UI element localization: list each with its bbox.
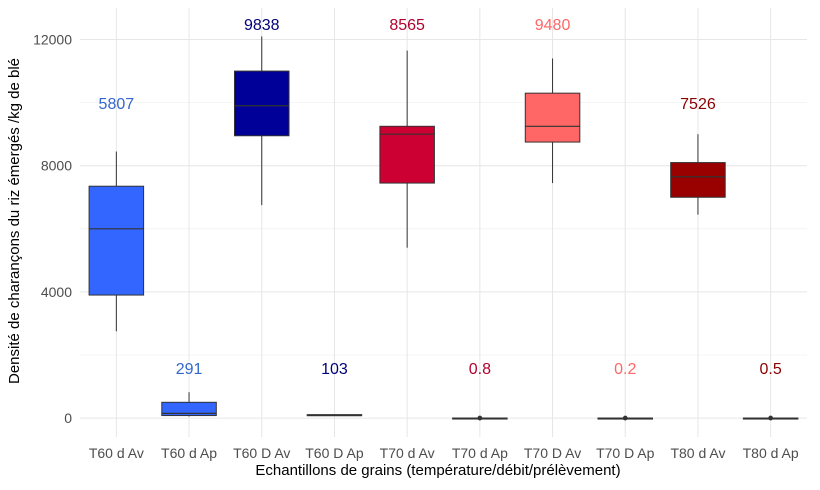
mean-label: 5807 xyxy=(99,96,135,113)
box-t60-d-ap xyxy=(161,392,217,417)
mean-label: 8565 xyxy=(389,17,425,34)
box-t60-d-av xyxy=(88,151,145,332)
x-axis-title: Echantillons de grains (température/débi… xyxy=(255,462,620,479)
box-t70-d-ap xyxy=(452,415,508,421)
box-t60-d-ap xyxy=(306,414,363,417)
box-iqr xyxy=(524,92,581,143)
x-tick-label: T70 D Ap xyxy=(596,445,655,461)
mean-label: 9838 xyxy=(244,17,280,34)
y-tick-label: 12000 xyxy=(33,32,72,48)
box-iqr xyxy=(233,70,290,137)
x-tick-label: T70 d Ap xyxy=(452,445,508,461)
y-tick-label: 8000 xyxy=(41,158,72,174)
mean-label: 7526 xyxy=(680,96,716,113)
box-iqr xyxy=(670,162,726,198)
box-t80-d-av xyxy=(670,134,726,215)
x-tick-label: T80 d Ap xyxy=(743,445,799,461)
x-tick-label: T80 d Av xyxy=(670,445,725,461)
mean-label: 9480 xyxy=(535,17,571,34)
box-iqr xyxy=(379,125,435,184)
box-iqr xyxy=(88,185,145,296)
mean-label: 0.8 xyxy=(469,361,491,378)
y-tick-label: 0 xyxy=(64,410,72,426)
mean-label: 103 xyxy=(321,361,348,378)
median-point xyxy=(622,415,628,421)
mean-label: 0.5 xyxy=(760,361,782,378)
median-point xyxy=(477,415,483,421)
box-t80-d-ap xyxy=(742,415,799,421)
median-point xyxy=(768,415,774,421)
x-tick-label: T70 D Av xyxy=(524,445,581,461)
x-tick-label: T60 d Av xyxy=(89,445,144,461)
y-axis-title: Densité de charançons du riz émergés /kg… xyxy=(6,58,23,384)
mean-label: 291 xyxy=(176,361,203,378)
y-tick-labels: 0 4000 8000 12000 xyxy=(33,32,72,427)
x-tick-label: T60 D Av xyxy=(233,445,290,461)
y-tick-label: 4000 xyxy=(41,284,72,300)
x-tick-label: T60 D Ap xyxy=(305,445,364,461)
mean-annotations: 5807 291 9838 103 8565 0.8 9480 0.2 7526 0.5 xyxy=(99,17,782,378)
box-t70-d-av xyxy=(524,58,581,184)
box-iqr xyxy=(161,401,217,417)
x-tick-label: T70 d Av xyxy=(380,445,435,461)
x-tick-labels: T60 d Av T60 d Ap T60 D Av T60 D Ap T70 d Av… xyxy=(89,445,799,461)
boxes xyxy=(88,36,799,421)
x-tick-label: T60 d Ap xyxy=(161,445,217,461)
box-t60-d-av xyxy=(233,36,290,206)
box-t70-d-ap xyxy=(597,415,654,421)
box-t70-d-av xyxy=(379,50,435,248)
mean-label: 0.2 xyxy=(614,361,636,378)
